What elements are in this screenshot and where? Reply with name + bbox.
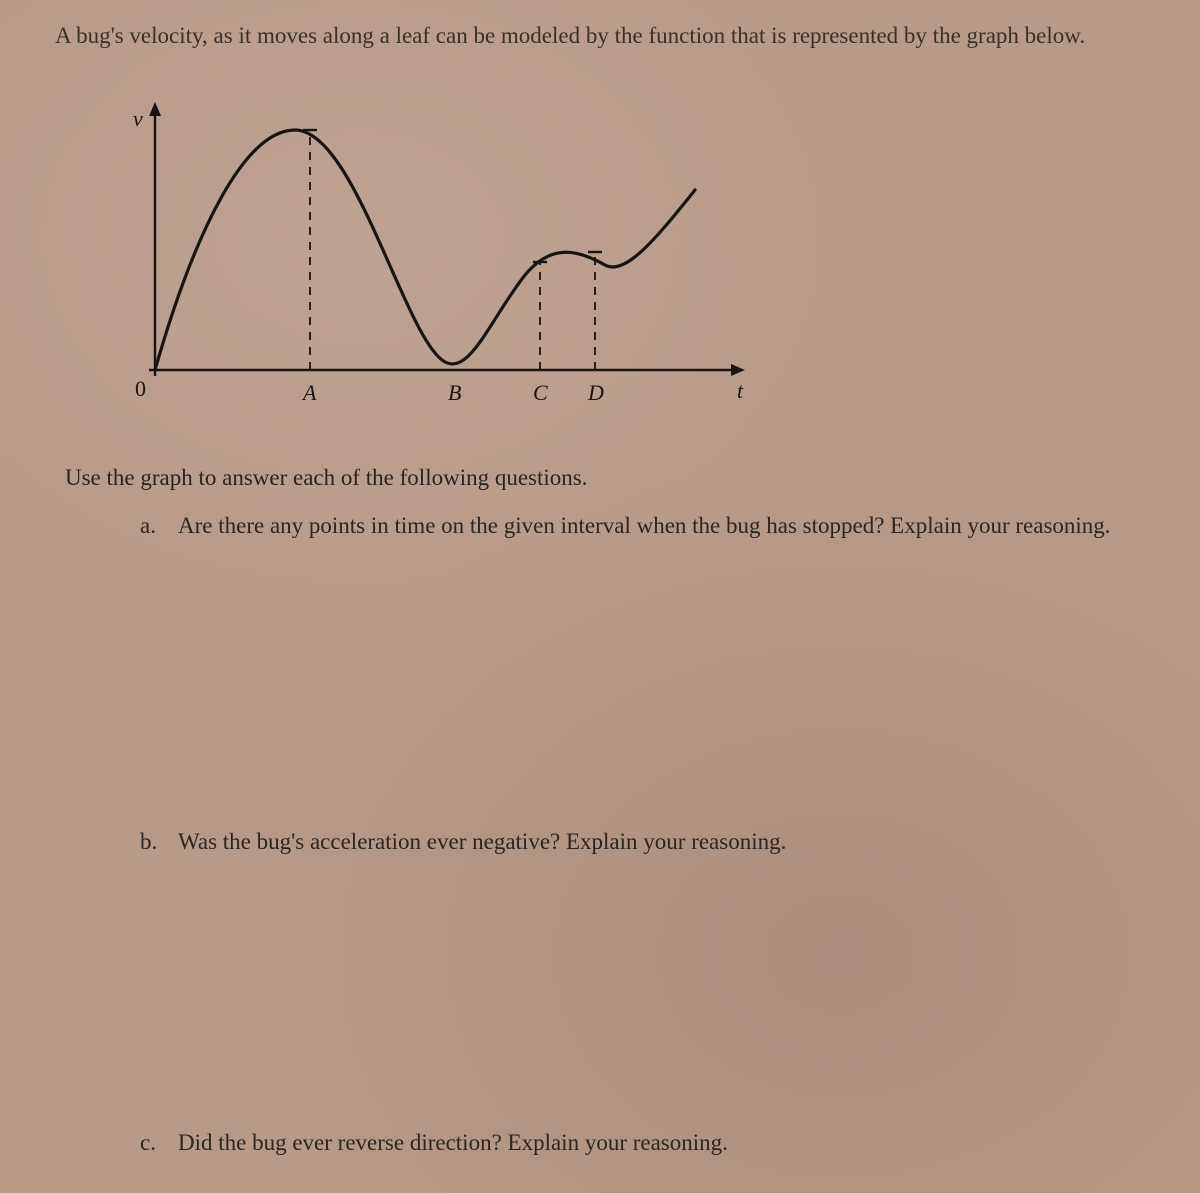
question-list: a. Are there any points in time on the g… — [55, 509, 1150, 1159]
question-b: b. Was the bug's acceleration ever negat… — [140, 825, 1150, 858]
svg-text:A: A — [301, 380, 317, 405]
velocity-graph: v t 0 A B C D — [95, 80, 1150, 425]
question-c: c. Did the bug ever reverse direction? E… — [140, 1126, 1150, 1159]
question-c-letter: c. — [140, 1126, 178, 1159]
question-a-letter: a. — [140, 509, 178, 542]
svg-text:D: D — [587, 380, 604, 405]
instruction-line: Use the graph to answer each of the foll… — [65, 465, 1150, 491]
problem-intro: A bug's velocity, as it moves along a le… — [55, 20, 1150, 52]
svg-text:v: v — [133, 106, 143, 131]
question-c-text: Did the bug ever reverse direction? Expl… — [178, 1126, 1150, 1159]
svg-text:0: 0 — [135, 376, 146, 401]
svg-text:t: t — [737, 378, 744, 403]
question-a: a. Are there any points in time on the g… — [140, 509, 1150, 542]
svg-text:B: B — [448, 380, 461, 405]
question-a-text: Are there any points in time on the give… — [178, 509, 1150, 542]
question-b-letter: b. — [140, 825, 178, 858]
question-b-text: Was the bug's acceleration ever negative… — [178, 825, 1150, 858]
svg-text:C: C — [533, 380, 548, 405]
